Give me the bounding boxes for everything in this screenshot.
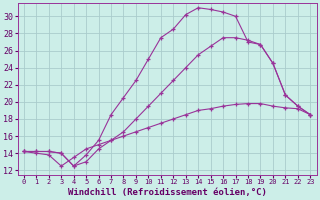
X-axis label: Windchill (Refroidissement éolien,°C): Windchill (Refroidissement éolien,°C) xyxy=(68,188,267,197)
